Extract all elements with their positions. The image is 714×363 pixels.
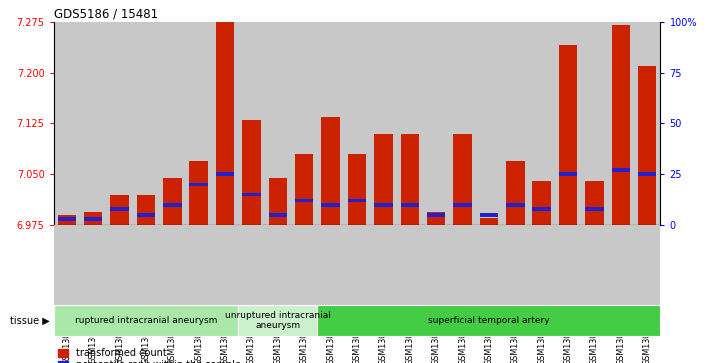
Bar <box>186 22 212 225</box>
Bar <box>133 22 159 225</box>
Bar <box>212 22 238 225</box>
Bar <box>480 213 498 217</box>
Bar <box>159 22 186 225</box>
Bar <box>612 168 630 172</box>
Bar <box>54 22 80 225</box>
Bar <box>54 305 238 336</box>
Bar <box>555 22 581 225</box>
Bar <box>638 66 656 225</box>
Bar <box>268 178 287 225</box>
Bar <box>163 178 181 225</box>
Bar <box>318 305 660 336</box>
Text: superficial temporal artery: superficial temporal artery <box>428 316 550 325</box>
Bar <box>427 212 446 225</box>
Bar <box>453 134 472 225</box>
Bar <box>189 183 208 186</box>
Bar <box>216 172 234 176</box>
Bar <box>344 22 370 225</box>
Bar <box>506 203 525 207</box>
Bar <box>638 172 656 176</box>
Bar <box>427 213 446 217</box>
Bar <box>136 213 155 217</box>
Bar <box>291 22 318 225</box>
Bar <box>585 207 604 211</box>
Bar <box>374 134 393 225</box>
Bar <box>401 203 419 207</box>
Bar <box>58 215 76 225</box>
Bar <box>58 217 76 221</box>
Bar <box>585 181 604 225</box>
Bar <box>453 203 472 207</box>
Bar <box>581 22 608 225</box>
Bar <box>374 203 393 207</box>
Bar <box>502 22 528 225</box>
Bar <box>370 22 396 225</box>
Bar <box>268 213 287 217</box>
Bar <box>559 172 578 176</box>
Bar <box>423 22 449 225</box>
Bar <box>242 193 261 196</box>
Bar <box>476 22 502 225</box>
Bar <box>533 181 551 225</box>
Bar <box>506 161 525 225</box>
Bar <box>396 22 423 225</box>
Bar <box>608 22 634 225</box>
Bar <box>84 212 102 225</box>
Text: unruptured intracranial
aneurysm: unruptured intracranial aneurysm <box>225 311 331 330</box>
Bar <box>533 207 551 211</box>
Bar <box>84 217 102 221</box>
Bar <box>321 117 340 225</box>
Bar <box>265 22 291 225</box>
Bar <box>480 218 498 225</box>
Bar <box>110 195 129 225</box>
Text: GDS5186 / 15481: GDS5186 / 15481 <box>54 8 158 21</box>
Text: tissue ▶: tissue ▶ <box>10 315 50 325</box>
Bar <box>318 22 344 225</box>
Bar <box>216 22 234 225</box>
Bar <box>110 207 129 211</box>
Legend: transformed count, percentile rank within the sample: transformed count, percentile rank withi… <box>59 348 241 363</box>
Bar <box>449 22 476 225</box>
Bar <box>321 203 340 207</box>
Bar <box>612 25 630 225</box>
Bar <box>401 134 419 225</box>
Bar <box>295 154 313 225</box>
Bar <box>189 161 208 225</box>
Bar <box>348 199 366 203</box>
Bar <box>106 22 133 225</box>
Bar <box>238 305 318 336</box>
Bar <box>238 22 265 225</box>
Bar <box>634 22 660 225</box>
Bar <box>163 203 181 207</box>
Bar <box>80 22 106 225</box>
Text: ruptured intracranial aneurysm: ruptured intracranial aneurysm <box>75 316 217 325</box>
Bar <box>559 45 578 225</box>
Bar <box>295 199 313 203</box>
Bar <box>242 120 261 225</box>
Bar <box>136 195 155 225</box>
Bar <box>348 154 366 225</box>
Bar <box>528 22 555 225</box>
